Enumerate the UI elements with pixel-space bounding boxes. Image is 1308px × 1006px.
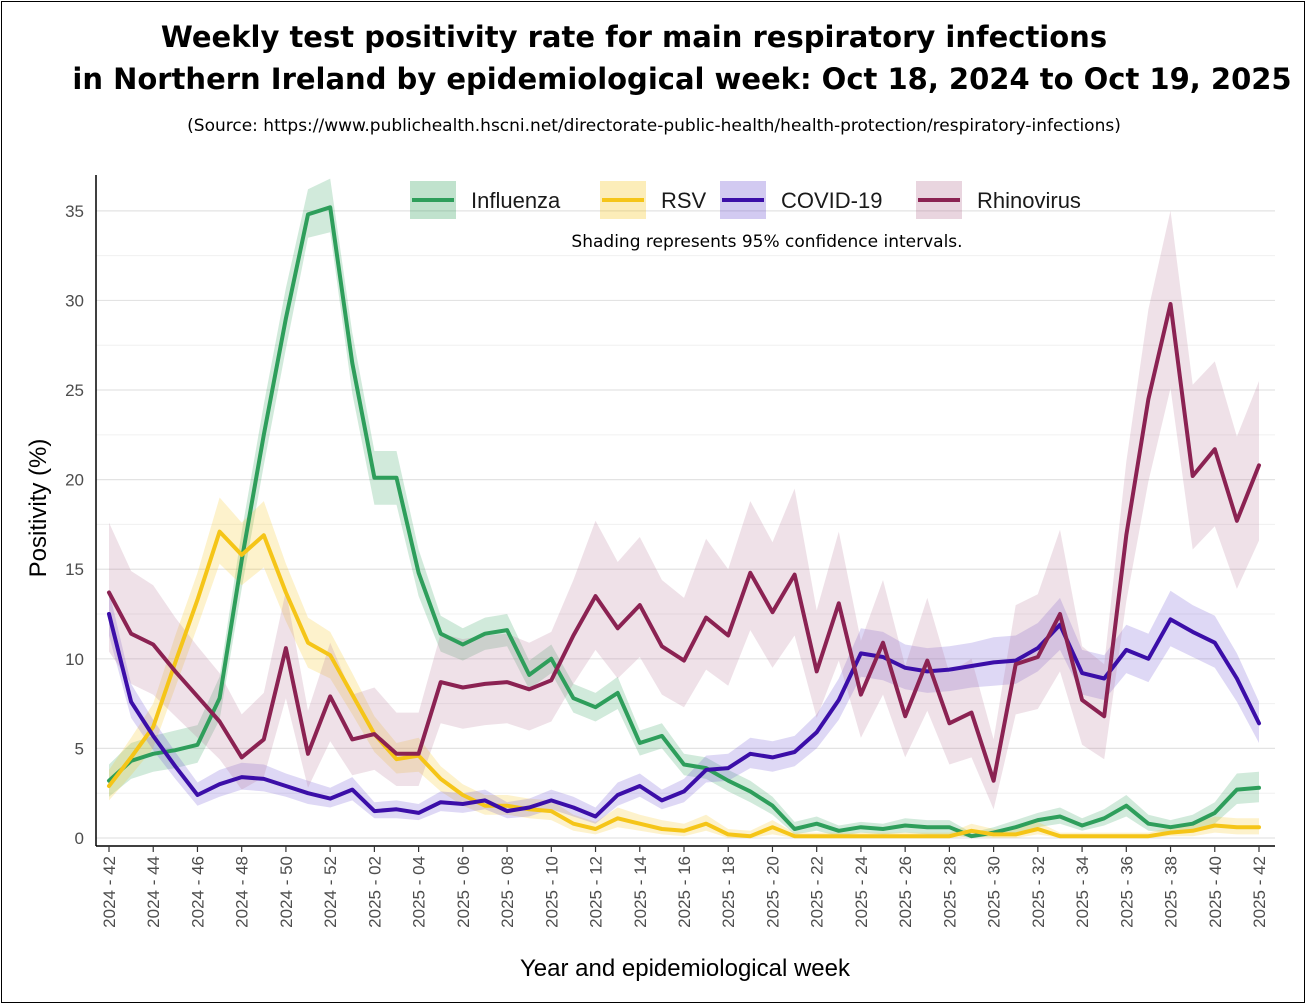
legend-item-rhinovirus: Rhinovirus [916,181,1081,219]
x-tick-label: 2025 - 04 [410,856,429,928]
legend-item-rsv: RSV [600,181,707,219]
x-tick-label: 2025 - 14 [631,856,650,928]
x-tick-label: 2025 - 08 [498,856,517,928]
x-tick-label: 2024 - 42 [100,856,119,928]
x-tick-label: 2025 - 22 [808,856,827,928]
chart-subtitle: in Northern Ireland by epidemiological w… [72,62,1292,96]
x-tick-label: 2025 - 02 [365,856,384,928]
series-line-influenza [107,205,1261,839]
y-tick-label: 0 [75,829,84,848]
legend-label: COVID-19 [781,188,882,213]
legend-item-influenza: Influenza [410,181,561,219]
grid-layer [96,210,1275,839]
legend-label: Influenza [471,188,561,213]
axes: 0 5 10 15 20 25 30 35 2024 - 42 2024 - 44 2024 - 4… [65,175,1275,928]
x-tick-label: 2024 - 46 [188,856,207,928]
x-tick-label: 2024 - 48 [233,856,252,928]
confidence-bands [109,178,1259,839]
series-line-rhinovirus [107,302,1261,783]
x-tick-label: 2024 - 52 [321,856,340,928]
x-tick-label: 2025 - 40 [1206,856,1225,928]
x-tick-label: 2025 - 28 [940,856,959,928]
x-tick-label: 2025 - 10 [542,856,561,928]
y-tick-label: 20 [65,471,84,490]
legend-label: Rhinovirus [977,188,1081,213]
x-tick-label: 2025 - 30 [985,856,1004,928]
x-tick-label: 2025 - 24 [852,856,871,928]
x-tick-label: 2025 - 32 [1029,856,1048,928]
legend: Influenza RSV COVID-19 Rhinovirus [410,181,1081,219]
y-tick-label: 5 [75,739,84,758]
y-tick-label: 10 [65,650,84,669]
x-tick-label: 2024 - 44 [144,856,163,928]
x-tick-label: 2025 - 20 [763,856,782,928]
x-tick-label: 2025 - 42 [1250,856,1269,928]
chart-source: (Source: https://www.publichealth.hscni.… [187,116,1121,136]
y-tick-label: 25 [65,381,84,400]
legend-label: RSV [661,188,707,213]
y-tick-label: 30 [65,291,84,310]
ci-band-rhinovirus [109,210,1259,810]
x-tick-label: 2025 - 16 [675,856,694,928]
x-tick-label: 2025 - 36 [1117,856,1136,928]
series-lines [107,205,1261,839]
confidence-note: Shading represents 95% confidence interv… [571,232,962,252]
ci-band-covid-19 [109,590,1259,824]
x-axis-title: Year and epidemiological week [520,955,851,982]
y-axis-title: Positivity (%) [25,439,52,578]
x-tick-label: 2025 - 18 [719,856,738,928]
x-tick-label: 2025 - 34 [1073,856,1092,928]
chart-title: Weekly test positivity rate for main res… [160,20,1108,54]
y-tick-label: 35 [65,202,84,221]
x-tick-label: 2025 - 26 [896,856,915,928]
x-tick-label: 2025 - 38 [1162,856,1181,928]
x-tick-label: 2025 - 12 [587,856,606,928]
series-line-rsv [107,529,1261,839]
y-tick-label: 15 [65,560,84,579]
x-tick-label: 2025 - 06 [454,856,473,928]
x-tick-label: 2024 - 50 [277,856,296,928]
legend-item-covid-19: COVID-19 [720,181,882,219]
